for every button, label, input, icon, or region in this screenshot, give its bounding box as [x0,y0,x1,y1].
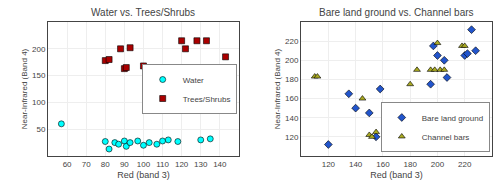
svg-text:Bare land ground: Bare land ground [422,114,483,123]
svg-text:Trees/Shrubs: Trees/Shrubs [183,95,231,104]
svg-text:140: 140 [349,160,363,169]
svg-text:Near-Infrared (Band 4): Near-Infrared (Band 4) [273,48,282,129]
svg-text:100: 100 [137,160,151,169]
svg-text:80: 80 [101,160,110,169]
svg-text:180: 180 [404,160,418,169]
svg-text:220: 220 [458,160,472,169]
svg-text:160: 160 [376,160,390,169]
svg-text:120: 120 [175,160,189,169]
svg-text:50: 50 [36,125,45,134]
svg-text:Near-Infrared (Band 4): Near-Infrared (Band 4) [20,48,29,129]
svg-text:Red (band 3): Red (band 3) [117,170,170,180]
svg-text:180: 180 [285,75,299,84]
svg-text:60: 60 [63,160,72,169]
svg-text:130: 130 [194,160,208,169]
svg-text:120: 120 [285,133,299,142]
svg-text:Red (band 3): Red (band 3) [370,170,423,180]
svg-text:Channel bars: Channel bars [422,133,470,142]
svg-text:70: 70 [82,160,91,169]
svg-text:110: 110 [156,160,169,169]
svg-text:200: 200 [285,56,299,65]
svg-text:140: 140 [285,114,299,123]
svg-text:200: 200 [32,45,46,54]
svg-text:160: 160 [285,94,299,103]
svg-text:Water vs. Trees/Shrubs: Water vs. Trees/Shrubs [91,7,195,18]
svg-text:120: 120 [322,160,336,169]
svg-text:200: 200 [431,160,445,169]
svg-text:140: 140 [213,160,227,169]
svg-text:150: 150 [32,71,46,80]
svg-text:Water: Water [183,76,204,85]
svg-text:100: 100 [32,98,46,107]
svg-text:220: 220 [285,37,299,46]
svg-text:Bare land ground vs. Channel b: Bare land ground vs. Channel bars [319,7,474,18]
svg-text:90: 90 [120,160,129,169]
